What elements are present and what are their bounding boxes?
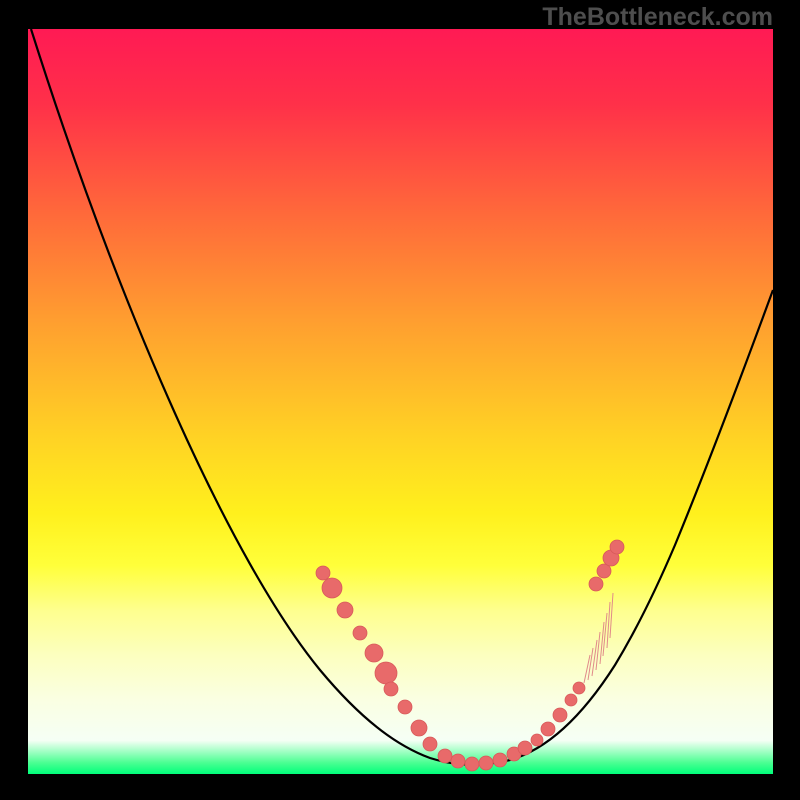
data-marker xyxy=(337,602,353,618)
data-marker xyxy=(384,682,398,696)
data-marker xyxy=(411,720,427,736)
data-marker xyxy=(493,753,507,767)
data-marker xyxy=(451,754,465,768)
data-marker xyxy=(465,757,479,771)
watermark-text: TheBottleneck.com xyxy=(542,3,773,32)
plot-background xyxy=(28,29,773,774)
data-marker xyxy=(541,722,555,736)
chart-svg xyxy=(0,0,800,800)
data-marker xyxy=(565,694,577,706)
data-marker xyxy=(610,540,624,554)
data-marker xyxy=(573,682,585,694)
chart-container: TheBottleneck.com xyxy=(0,0,800,800)
data-marker xyxy=(365,644,383,662)
data-marker xyxy=(423,737,437,751)
data-marker xyxy=(322,578,342,598)
data-marker xyxy=(353,626,367,640)
data-marker xyxy=(438,749,452,763)
data-marker xyxy=(398,700,412,714)
data-marker xyxy=(553,708,567,722)
data-marker xyxy=(518,741,532,755)
data-marker xyxy=(531,734,543,746)
data-marker xyxy=(479,756,493,770)
data-marker xyxy=(316,566,330,580)
data-marker xyxy=(375,662,397,684)
data-marker xyxy=(589,577,603,591)
